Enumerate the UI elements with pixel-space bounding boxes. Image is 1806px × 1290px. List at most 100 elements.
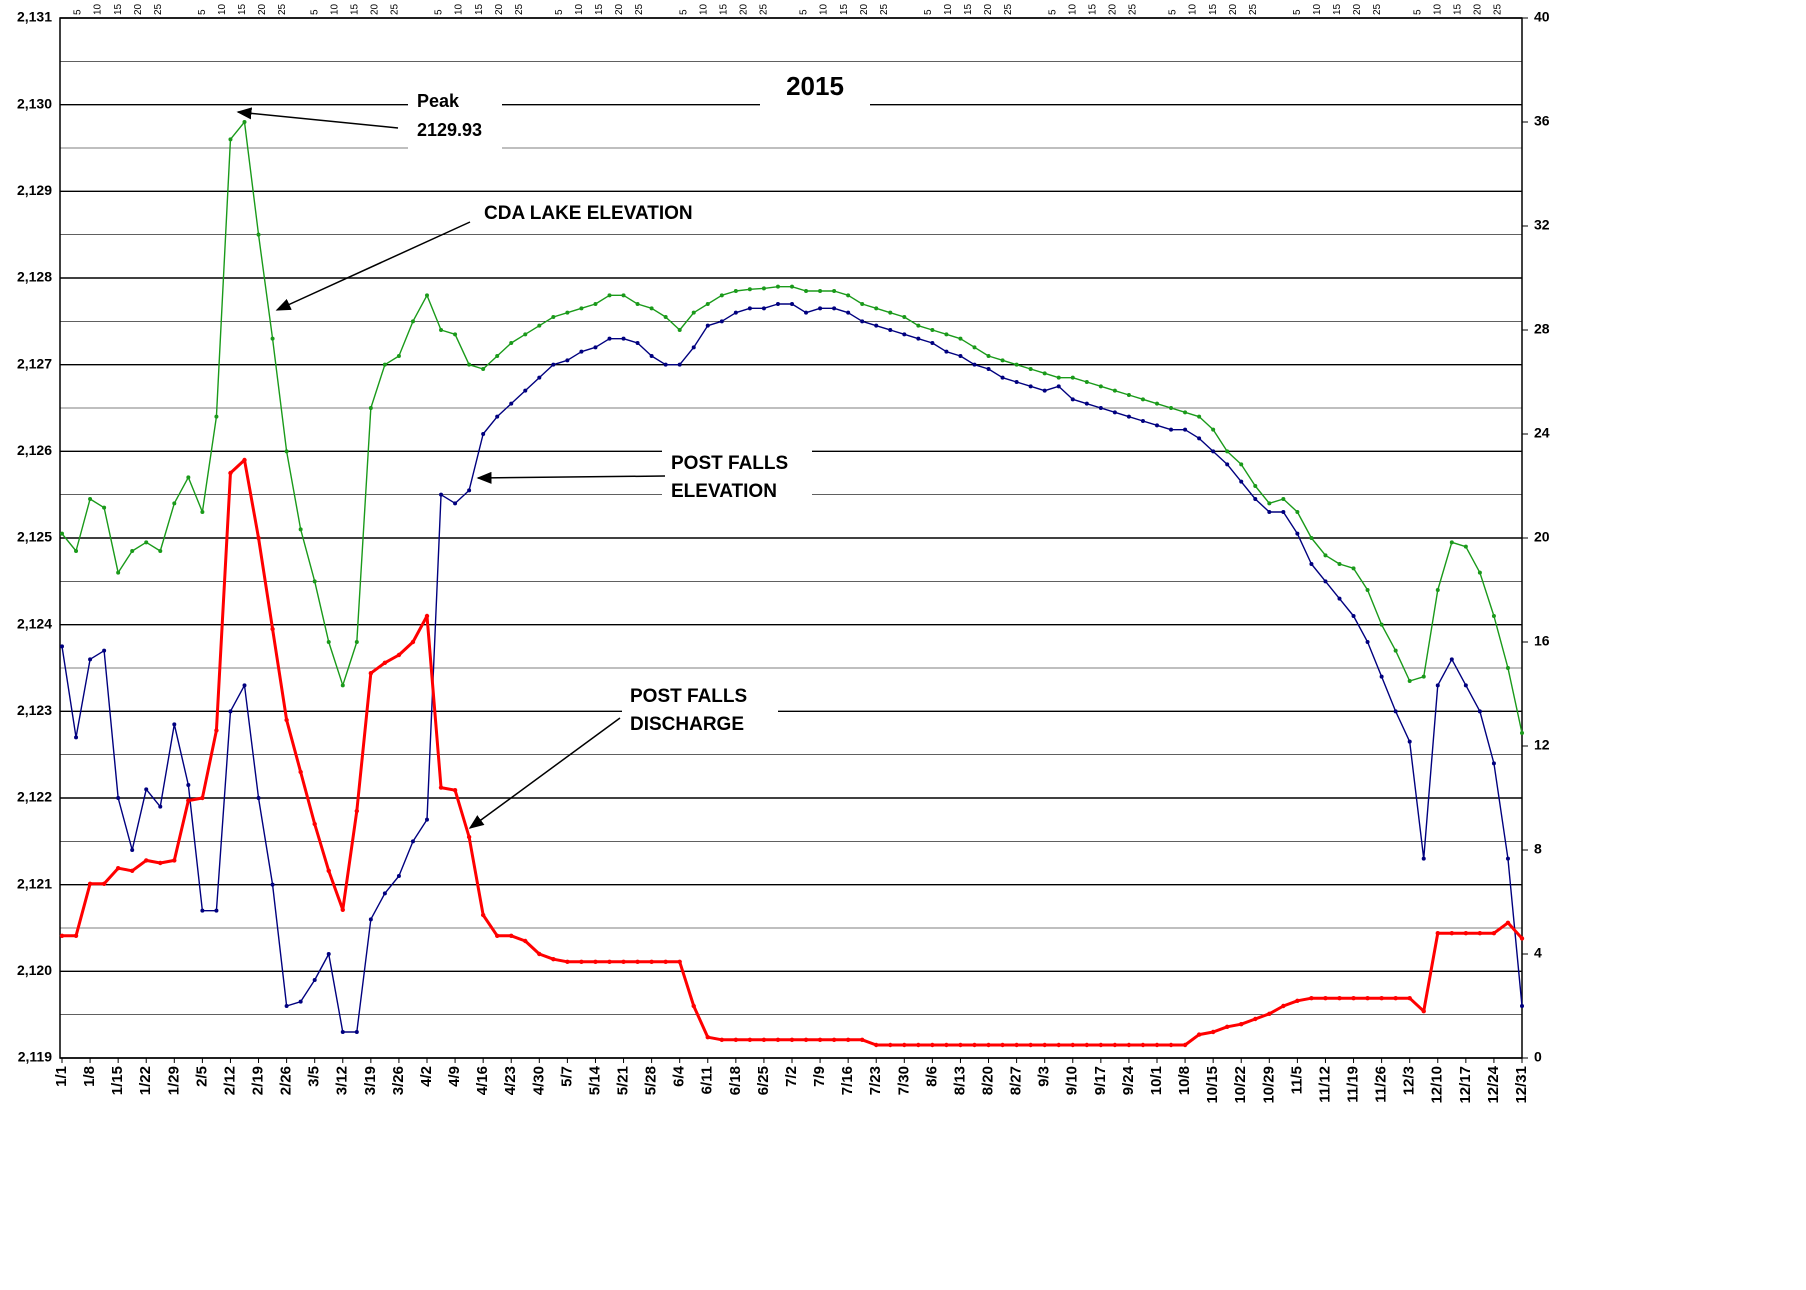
data-point bbox=[312, 579, 317, 584]
x-tick-label: 6/4 bbox=[671, 1065, 688, 1087]
data-point bbox=[747, 287, 752, 292]
data-point bbox=[831, 1037, 837, 1043]
x-tick-label: 10/15 bbox=[1204, 1066, 1221, 1104]
data-point bbox=[382, 660, 388, 665]
data-point bbox=[1379, 622, 1384, 627]
top-day-label: 10 bbox=[819, 3, 830, 15]
data-point bbox=[270, 336, 275, 341]
data-point bbox=[382, 891, 387, 896]
data-point bbox=[537, 951, 542, 957]
x-tick-label: 12/31 bbox=[1513, 1066, 1530, 1104]
data-point bbox=[1309, 536, 1314, 540]
x-tick-label: 11/26 bbox=[1373, 1066, 1390, 1103]
data-point bbox=[579, 959, 584, 964]
data-point bbox=[761, 1037, 767, 1043]
x-tick-label: 7/9 bbox=[811, 1066, 828, 1087]
data-point bbox=[1239, 1021, 1244, 1027]
data-point bbox=[944, 1042, 949, 1048]
x-tick-label: 12/17 bbox=[1457, 1066, 1474, 1104]
top-day-label: 5 bbox=[434, 9, 445, 15]
annotation: ELEVATION bbox=[671, 481, 777, 502]
data-point bbox=[818, 289, 823, 293]
data-point bbox=[466, 834, 472, 840]
top-day-label: 15 bbox=[237, 3, 248, 15]
data-point bbox=[874, 323, 879, 328]
data-point bbox=[1112, 388, 1117, 393]
top-day-label: 25 bbox=[1372, 3, 1383, 15]
data-point bbox=[593, 959, 598, 964]
data-point bbox=[719, 319, 724, 324]
x-tick-label: 4/16 bbox=[474, 1066, 491, 1095]
data-point bbox=[1084, 401, 1089, 406]
data-point bbox=[551, 957, 556, 962]
data-point bbox=[523, 388, 528, 393]
data-point bbox=[368, 671, 374, 676]
data-point bbox=[340, 683, 345, 688]
data-point bbox=[1098, 1042, 1104, 1048]
data-point bbox=[1056, 1042, 1061, 1048]
x-tick-label: 3/12 bbox=[334, 1066, 351, 1095]
data-point bbox=[1155, 423, 1159, 428]
top-day-label: 10 bbox=[1312, 3, 1323, 15]
data-point bbox=[1155, 401, 1159, 406]
data-point bbox=[1056, 384, 1061, 389]
data-point bbox=[1491, 614, 1496, 618]
x-tick-label: 5/7 bbox=[558, 1066, 575, 1087]
top-day-label: 25 bbox=[1248, 3, 1259, 15]
top-day-label: 15 bbox=[1208, 3, 1219, 15]
annotation-arrow bbox=[476, 471, 666, 484]
x-tick-label: 8/6 bbox=[923, 1066, 940, 1087]
label-background bbox=[476, 198, 726, 232]
data-point bbox=[677, 959, 682, 964]
y2-tick-label: 24 bbox=[1534, 425, 1550, 441]
x-tick-label: 1/22 bbox=[137, 1066, 154, 1095]
annotation: CDA LAKE ELEVATION bbox=[484, 203, 693, 224]
data-point bbox=[453, 332, 458, 337]
data-point bbox=[705, 302, 710, 306]
data-point bbox=[1042, 1042, 1047, 1048]
top-day-label: 10 bbox=[454, 3, 465, 15]
data-point bbox=[537, 323, 542, 328]
data-point bbox=[523, 938, 528, 944]
data-point bbox=[719, 293, 724, 298]
top-day-label: 20 bbox=[1352, 3, 1363, 15]
data-point bbox=[846, 293, 851, 298]
data-point bbox=[775, 1037, 781, 1043]
data-point bbox=[453, 501, 458, 506]
data-point bbox=[1519, 936, 1525, 941]
data-point bbox=[1168, 1042, 1174, 1048]
top-day-label: 5 bbox=[1292, 9, 1303, 15]
top-day-label: 10 bbox=[1067, 3, 1078, 15]
data-point bbox=[242, 683, 247, 688]
top-day-label: 20 bbox=[133, 3, 144, 15]
data-point bbox=[242, 120, 247, 124]
data-point bbox=[804, 289, 809, 293]
data-point bbox=[916, 1042, 921, 1048]
data-point bbox=[1225, 449, 1230, 454]
data-point bbox=[1435, 588, 1440, 592]
data-point bbox=[803, 1037, 809, 1043]
y-tick-label: 2,128 bbox=[17, 269, 52, 285]
data-point bbox=[1028, 367, 1033, 371]
data-point bbox=[733, 289, 738, 293]
data-point bbox=[158, 549, 163, 553]
data-point bbox=[116, 796, 121, 800]
data-point bbox=[551, 315, 556, 319]
data-point bbox=[1295, 510, 1300, 514]
y2-tick-label: 0 bbox=[1534, 1049, 1542, 1065]
data-point bbox=[1000, 1042, 1005, 1048]
data-point bbox=[747, 1037, 753, 1043]
x-tick-label: 5/28 bbox=[643, 1066, 660, 1095]
x-tick-label: 4/23 bbox=[502, 1066, 519, 1095]
data-point bbox=[1505, 920, 1511, 925]
y2-tick-label: 20 bbox=[1534, 529, 1550, 545]
data-point bbox=[1365, 640, 1370, 644]
top-day-label: 10 bbox=[698, 3, 709, 15]
top-day-label: 20 bbox=[1473, 3, 1484, 15]
x-tick-label: 8/13 bbox=[951, 1066, 968, 1095]
data-point bbox=[593, 302, 598, 306]
data-point bbox=[1197, 436, 1202, 441]
x-tick-label: 12/3 bbox=[1401, 1066, 1418, 1095]
data-point bbox=[1253, 497, 1258, 501]
data-point bbox=[1393, 996, 1398, 1001]
